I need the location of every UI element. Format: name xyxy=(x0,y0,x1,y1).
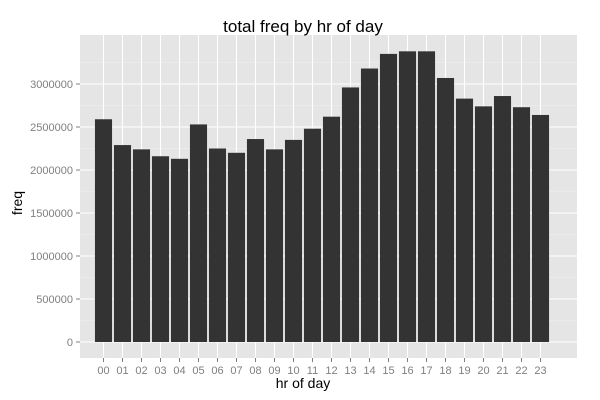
bar-12 xyxy=(322,116,341,343)
bars xyxy=(94,51,550,343)
bar-19 xyxy=(455,98,474,343)
x-tick-label: 00 xyxy=(97,365,109,377)
x-tick-label: 20 xyxy=(477,365,489,377)
bar-15 xyxy=(379,53,398,343)
x-tick-label: 02 xyxy=(135,365,147,377)
bar-08 xyxy=(246,139,265,342)
bar-10 xyxy=(284,139,303,342)
bar-16 xyxy=(398,51,417,342)
y-tick-label: 2500000 xyxy=(30,122,73,134)
bar-11 xyxy=(303,128,322,342)
x-tick-label: 06 xyxy=(211,365,223,377)
x-tick-label: 01 xyxy=(116,365,128,377)
x-tick-label: 18 xyxy=(439,365,451,377)
bar-13 xyxy=(341,87,360,342)
x-tick-label: 07 xyxy=(230,365,242,377)
y-axis-ticks: 0 500000 1000000 1500000 2000000 2500000 30000… xyxy=(30,79,80,349)
bar-03 xyxy=(151,156,170,342)
x-tick-label: 19 xyxy=(458,365,470,377)
bar-06 xyxy=(208,148,227,342)
y-tick-label: 0 xyxy=(67,337,73,349)
x-tick-label: 08 xyxy=(249,365,261,377)
y-axis-title: freq xyxy=(9,191,25,215)
x-tick-label: 10 xyxy=(287,365,299,377)
x-tick-label: 23 xyxy=(534,365,546,377)
x-axis-ticks: 00 01 02 03 04 05 06 07 08 09 10 11 12 13 14 15 16 17 18 19… xyxy=(97,358,547,377)
bar-22 xyxy=(512,107,531,342)
x-tick-label: 17 xyxy=(420,365,432,377)
bar-18 xyxy=(436,77,455,342)
x-tick-label: 03 xyxy=(154,365,166,377)
x-tick-label: 05 xyxy=(192,365,204,377)
y-tick-label: 2000000 xyxy=(30,165,73,177)
bar-14 xyxy=(360,68,379,343)
x-tick-label: 13 xyxy=(344,365,356,377)
bar-04 xyxy=(170,158,189,342)
bar-21 xyxy=(493,96,512,342)
y-tick-label: 3000000 xyxy=(30,79,73,91)
chart-title: total freq by hr of day xyxy=(223,17,383,36)
bar-09 xyxy=(265,149,284,342)
y-tick-label: 500000 xyxy=(36,294,73,306)
x-tick-label: 04 xyxy=(173,365,185,377)
x-tick-label: 16 xyxy=(401,365,413,377)
bar-20 xyxy=(474,106,493,342)
bar-23 xyxy=(531,114,550,343)
bar-00 xyxy=(94,119,113,342)
bar-17 xyxy=(417,51,436,342)
bar-07 xyxy=(227,152,246,342)
bar-01 xyxy=(113,145,132,342)
x-axis-title: hr of day xyxy=(276,375,330,391)
bar-02 xyxy=(132,149,151,342)
bar-05 xyxy=(189,124,208,342)
x-tick-label: 11 xyxy=(307,365,318,377)
x-tick-label: 22 xyxy=(515,365,527,377)
x-tick-label: 09 xyxy=(268,365,280,377)
y-tick-label: 1000000 xyxy=(30,251,73,263)
x-tick-label: 15 xyxy=(382,365,394,377)
x-tick-label: 12 xyxy=(325,365,337,377)
x-tick-label: 21 xyxy=(496,365,508,377)
y-tick-label: 1500000 xyxy=(30,208,73,220)
x-tick-label: 14 xyxy=(363,365,375,377)
